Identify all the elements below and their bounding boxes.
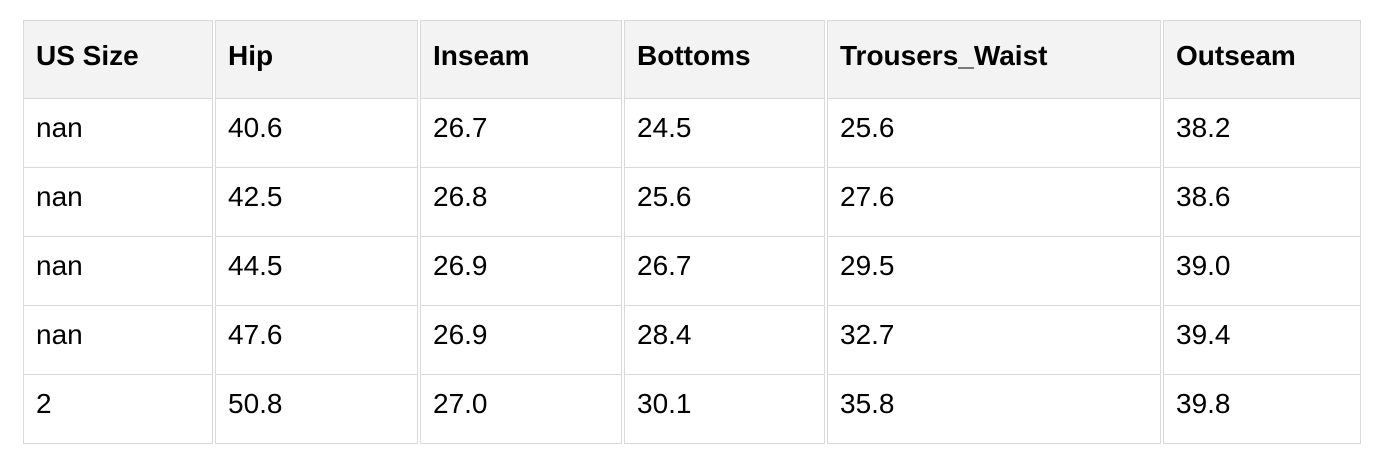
table-cell: 27.0 [420, 375, 622, 444]
table-cell: 32.7 [827, 306, 1161, 375]
table-cell: 47.6 [215, 306, 418, 375]
table-cell: 2 [23, 375, 213, 444]
size-measurements-table: US Size Hip Inseam Bottoms Trousers_Wais… [21, 20, 1363, 444]
table-cell: 26.9 [420, 306, 622, 375]
table-cell: 25.6 [624, 168, 825, 237]
table-row: nan 40.6 26.7 24.5 25.6 38.2 [23, 99, 1361, 168]
column-header-trousers-waist: Trousers_Waist [827, 20, 1161, 99]
column-header-hip: Hip [215, 20, 418, 99]
table-body: nan 40.6 26.7 24.5 25.6 38.2 nan 42.5 26… [23, 99, 1361, 444]
column-header-us-size: US Size [23, 20, 213, 99]
column-header-bottoms: Bottoms [624, 20, 825, 99]
table-cell: 30.1 [624, 375, 825, 444]
table-cell: nan [23, 99, 213, 168]
table-cell: 28.4 [624, 306, 825, 375]
table-cell: 44.5 [215, 237, 418, 306]
table-cell: nan [23, 168, 213, 237]
table-cell: 42.5 [215, 168, 418, 237]
table-cell: 29.5 [827, 237, 1161, 306]
data-table-container: US Size Hip Inseam Bottoms Trousers_Wais… [21, 20, 1363, 444]
column-header-inseam: Inseam [420, 20, 622, 99]
table-cell: nan [23, 306, 213, 375]
table-cell: 39.0 [1163, 237, 1361, 306]
header-row: US Size Hip Inseam Bottoms Trousers_Wais… [23, 20, 1361, 99]
column-header-outseam: Outseam [1163, 20, 1361, 99]
table-cell: 39.8 [1163, 375, 1361, 444]
table-cell: 26.7 [420, 99, 622, 168]
table-cell: 40.6 [215, 99, 418, 168]
table-cell: 39.4 [1163, 306, 1361, 375]
table-row: 2 50.8 27.0 30.1 35.8 39.8 [23, 375, 1361, 444]
table-cell: 35.8 [827, 375, 1161, 444]
table-cell: 26.7 [624, 237, 825, 306]
table-cell: 27.6 [827, 168, 1161, 237]
table-row: nan 44.5 26.9 26.7 29.5 39.0 [23, 237, 1361, 306]
table-cell: 26.9 [420, 237, 622, 306]
table-header: US Size Hip Inseam Bottoms Trousers_Wais… [23, 20, 1361, 99]
table-cell: 38.6 [1163, 168, 1361, 237]
table-cell: 50.8 [215, 375, 418, 444]
table-row: nan 42.5 26.8 25.6 27.6 38.6 [23, 168, 1361, 237]
table-cell: nan [23, 237, 213, 306]
table-cell: 26.8 [420, 168, 622, 237]
table-cell: 38.2 [1163, 99, 1361, 168]
table-cell: 25.6 [827, 99, 1161, 168]
table-cell: 24.5 [624, 99, 825, 168]
table-row: nan 47.6 26.9 28.4 32.7 39.4 [23, 306, 1361, 375]
